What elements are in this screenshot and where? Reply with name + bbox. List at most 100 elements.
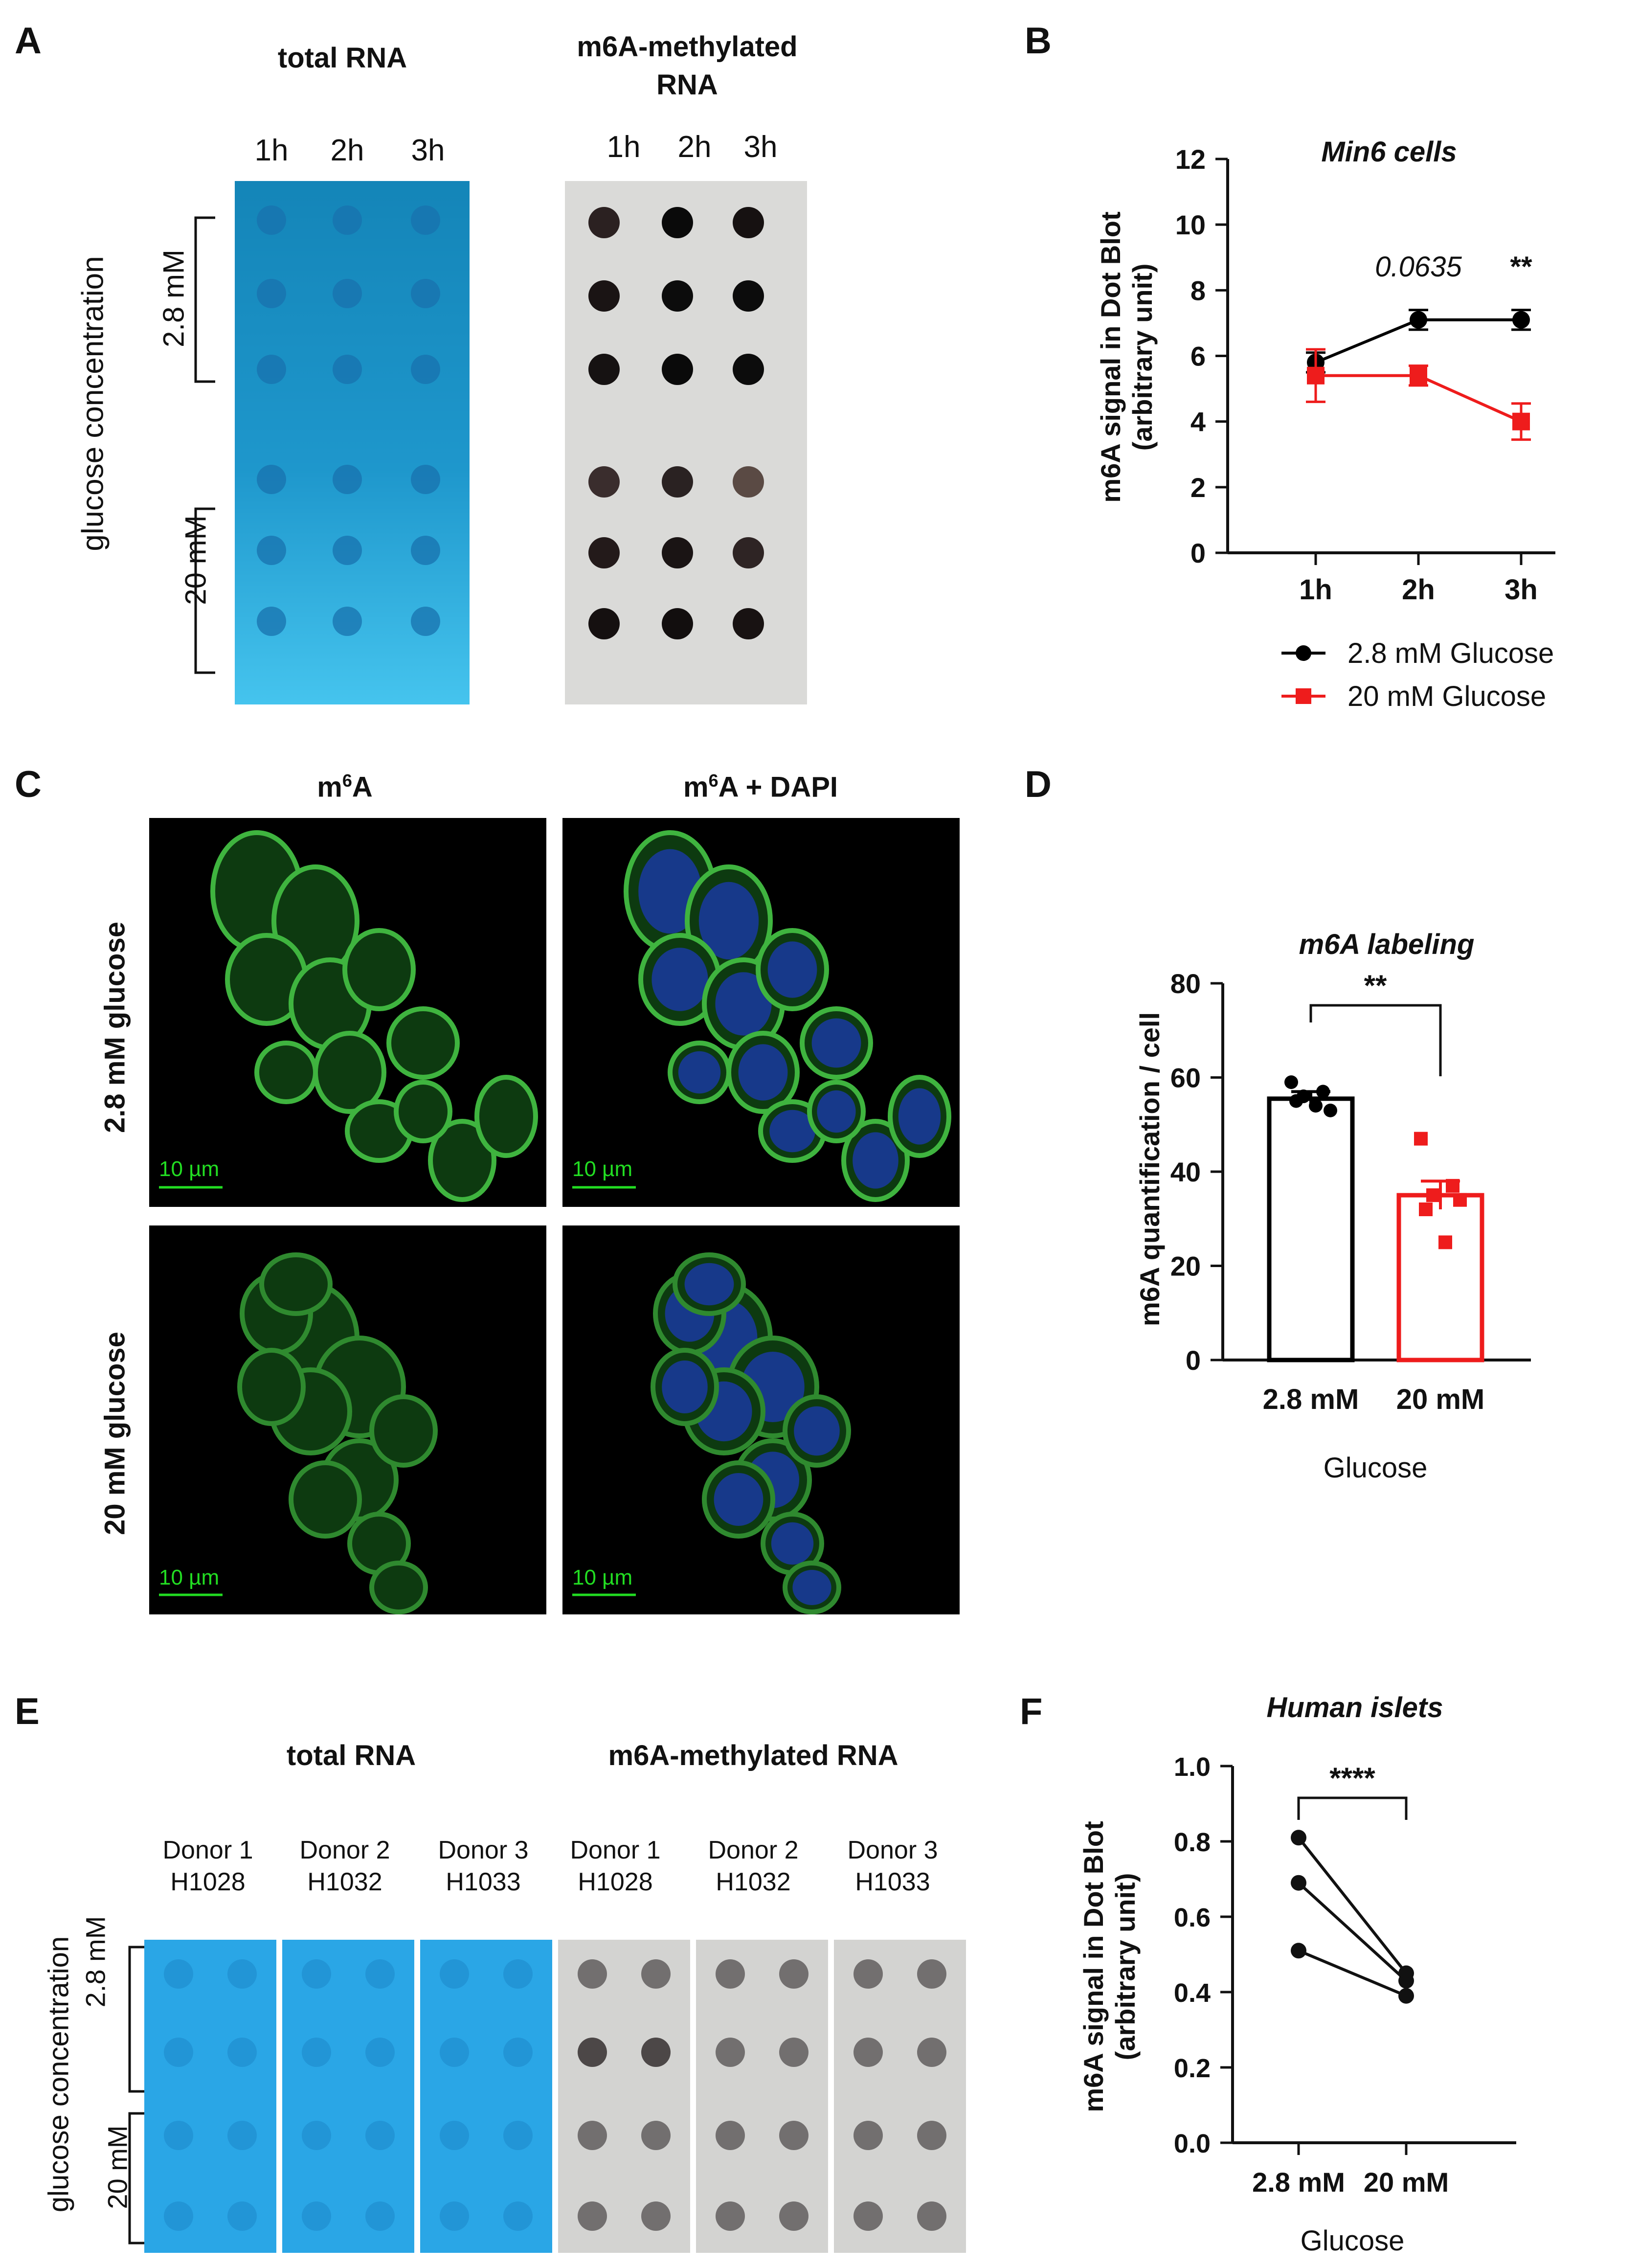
donor-label-1: Donor 1 H1028 bbox=[163, 1835, 253, 1898]
nucleus bbox=[662, 1361, 708, 1413]
row-label-20mm-glucose: 20 mM glucose bbox=[99, 1332, 131, 1535]
y-tick-label: 80 bbox=[1170, 968, 1201, 999]
blot-dot bbox=[411, 205, 440, 235]
cell bbox=[254, 1041, 318, 1104]
donor-name: Donor 2 bbox=[299, 1836, 390, 1864]
nucleus bbox=[817, 1090, 856, 1133]
blot-dot bbox=[257, 465, 286, 494]
blot-strip bbox=[420, 1940, 552, 2253]
blot-dot bbox=[588, 354, 620, 385]
nucleus bbox=[715, 972, 772, 1036]
panel-a-header-m6a-line2: RNA bbox=[656, 69, 718, 101]
panel-e-header-total: total RNA bbox=[286, 1740, 416, 1771]
nucleus bbox=[678, 1051, 721, 1094]
pair-line bbox=[1297, 1882, 1408, 1982]
blot-dot bbox=[917, 1959, 946, 1989]
significance-label: ** bbox=[1510, 251, 1532, 283]
blot-dot bbox=[503, 1959, 533, 1989]
dot-blot-total-rna bbox=[235, 181, 470, 704]
blot-dot bbox=[503, 2201, 533, 2231]
blot-dot bbox=[411, 355, 440, 384]
y-tick-label: 0.8 bbox=[1174, 1828, 1211, 1857]
blot-dot bbox=[588, 537, 620, 568]
nucleus bbox=[769, 1110, 815, 1153]
legend-label: 20 mM Glucose bbox=[1347, 680, 1546, 712]
blot-dot bbox=[578, 2201, 607, 2231]
bar bbox=[1396, 1193, 1484, 1362]
blot-dot bbox=[227, 2038, 257, 2067]
scale-bar-label: 10 µm bbox=[572, 1157, 633, 1181]
blot-dot bbox=[853, 2201, 883, 2231]
donor-id: H1033 bbox=[855, 1868, 930, 1896]
legend-marker bbox=[1296, 688, 1311, 704]
panel-e-brackets bbox=[128, 1946, 147, 2245]
blot-dot bbox=[302, 2121, 331, 2150]
panel-a-header-m6a-line1: m6A-methylated bbox=[577, 31, 798, 63]
y-tick-label: 10 bbox=[1175, 209, 1206, 240]
donor-label-3: Donor 3 H1033 bbox=[438, 1835, 529, 1898]
blot-dot bbox=[917, 2201, 946, 2231]
blot-dot bbox=[578, 2121, 607, 2150]
chart-b-min6-line: 0 2 4 6 8 10 12 1h 2h 3h Min6 cells m6A signal in D… bbox=[1095, 136, 1555, 712]
blot-dot bbox=[164, 2201, 193, 2231]
time-label-2h: 2h bbox=[330, 134, 364, 167]
y-tick-label: 8 bbox=[1190, 275, 1206, 306]
nucleus bbox=[811, 1018, 861, 1068]
y-tick-label: 0.2 bbox=[1174, 2054, 1211, 2083]
x-axis-label: Glucose bbox=[1301, 2225, 1405, 2257]
y-tick-label: 0 bbox=[1186, 1345, 1201, 1376]
data-point bbox=[1438, 1235, 1452, 1249]
blot-dot bbox=[733, 466, 764, 498]
scale-bar-label: 10 µm bbox=[159, 1157, 220, 1181]
m6a-m: m bbox=[317, 771, 342, 803]
blot-dot bbox=[853, 2038, 883, 2067]
x-tick-label: 3h bbox=[1504, 574, 1538, 606]
blot-dot bbox=[365, 1959, 395, 1989]
panel-label-b: B bbox=[1025, 20, 1052, 62]
legend-marker bbox=[1296, 645, 1311, 661]
data-point bbox=[1512, 412, 1530, 431]
y-tick-label: 60 bbox=[1170, 1063, 1201, 1093]
row-label-2.8mm-glucose: 2.8 mM glucose bbox=[99, 922, 131, 1133]
nucleus bbox=[792, 1570, 831, 1605]
significance-label: **** bbox=[1329, 1762, 1375, 1794]
y-tick-label: 40 bbox=[1170, 1157, 1201, 1187]
blot-dot bbox=[440, 2121, 469, 2150]
x-tick-label: 1h bbox=[1299, 574, 1332, 606]
blot-dot bbox=[716, 2038, 745, 2067]
blot-dot bbox=[411, 607, 440, 636]
m6a-a: A bbox=[352, 771, 373, 803]
cell bbox=[386, 1006, 460, 1080]
blot-dot bbox=[662, 354, 693, 385]
blot-dot bbox=[588, 280, 620, 312]
micrograph-m6a-dapi-2.8mm bbox=[562, 818, 960, 1207]
y-tick-label: 0.0 bbox=[1174, 2129, 1211, 2158]
panel-c-header-m6a: m6A bbox=[317, 771, 373, 803]
blot-strip bbox=[696, 1940, 828, 2253]
data-point bbox=[1284, 1075, 1298, 1089]
blot-dot bbox=[662, 207, 693, 238]
blot-dot bbox=[257, 205, 286, 235]
nucleus bbox=[698, 882, 759, 960]
panel-c-header-m6a-dapi: m6A + DAPI bbox=[683, 771, 838, 803]
blot-dot bbox=[227, 2121, 257, 2150]
blot-dot bbox=[588, 207, 620, 238]
blot-dot bbox=[779, 2201, 808, 2231]
blot-dot bbox=[365, 2038, 395, 2067]
blot-dot bbox=[227, 1959, 257, 1989]
blot-dot bbox=[333, 205, 362, 235]
blot-dot bbox=[164, 2038, 193, 2067]
bar bbox=[1267, 1096, 1355, 1362]
data-point bbox=[1512, 311, 1530, 329]
x-tick-label: 2.8 mM bbox=[1252, 2167, 1345, 2198]
y-axis-label: m6A signal in Dot Blot bbox=[1078, 1821, 1109, 2112]
data-point bbox=[1453, 1193, 1467, 1207]
panel-a-brackets bbox=[194, 216, 215, 674]
panel-label-d: D bbox=[1025, 764, 1052, 805]
donor-id: H1028 bbox=[578, 1868, 653, 1896]
y-tick-label: 12 bbox=[1175, 144, 1206, 175]
x-tick-label: 20 mM bbox=[1396, 1383, 1485, 1415]
blot-dot bbox=[733, 280, 764, 312]
group-label-2.8mm: 2.8 mM bbox=[80, 1916, 111, 2008]
data-point bbox=[1289, 1094, 1303, 1108]
